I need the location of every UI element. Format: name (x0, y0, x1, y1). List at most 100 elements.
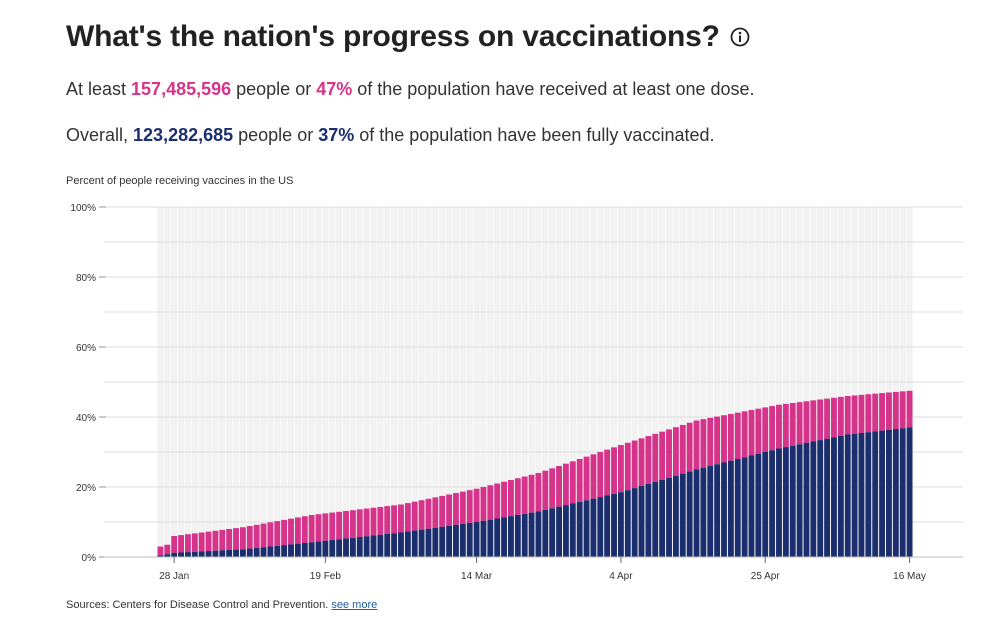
bar-fully-vaccinated (315, 541, 322, 557)
bar-fully-vaccinated (370, 535, 377, 557)
bar-fully-vaccinated (748, 455, 755, 557)
bar-fully-vaccinated (432, 527, 439, 557)
bar-fully-vaccinated (212, 550, 219, 557)
bar-fully-vaccinated (583, 500, 590, 557)
bar-one-dose (562, 463, 569, 506)
bar-one-dose (659, 431, 666, 480)
bar-fully-vaccinated (556, 506, 562, 557)
bar-one-dose (267, 522, 274, 547)
bar-one-dose (349, 510, 356, 538)
bar-one-dose (315, 514, 322, 542)
bar-one-dose (666, 429, 672, 478)
y-tick-label: 20% (76, 483, 96, 494)
fully-percent: 37% (318, 125, 355, 145)
bar-one-dose (714, 416, 721, 465)
bar-fully-vaccinated (734, 459, 741, 557)
bar-fully-vaccinated (260, 547, 267, 557)
bar-fully-vaccinated (569, 503, 576, 557)
bar-fully-vaccinated (782, 447, 789, 557)
bar-fully-vaccinated (645, 483, 652, 557)
bar-fully-vaccinated (466, 522, 473, 557)
bar-one-dose (851, 395, 858, 434)
bar-fully-vaccinated (776, 448, 782, 557)
bar-one-dose (769, 406, 776, 451)
bar-one-dose (274, 521, 281, 546)
bar-fully-vaccinated (473, 522, 480, 557)
bar-fully-vaccinated (521, 513, 528, 557)
bar-fully-vaccinated (528, 512, 535, 557)
bar-fully-vaccinated (796, 444, 803, 557)
bar-fully-vaccinated (879, 430, 886, 557)
bar-one-dose (741, 411, 748, 458)
bar-fully-vaccinated (693, 469, 700, 557)
bar-fully-vaccinated (205, 551, 212, 557)
bar-one-dose (782, 403, 789, 448)
bar-one-dose (281, 519, 288, 546)
bar-one-dose (508, 480, 514, 517)
chart-caption: Percent of people receiving vaccines in … (66, 175, 294, 187)
bar-one-dose (446, 494, 453, 526)
bar-fully-vaccinated (535, 511, 542, 557)
y-tick-label: 40% (76, 413, 96, 424)
bar-one-dose (604, 449, 611, 496)
bar-fully-vaccinated (672, 475, 679, 557)
page-title: What's the nation's progress on vaccinat… (66, 20, 720, 53)
bar-fully-vaccinated (294, 543, 301, 557)
bar-one-dose (336, 511, 343, 540)
info-circle-icon[interactable] (730, 27, 750, 47)
bar-fully-vaccinated (425, 528, 432, 557)
bar-fully-vaccinated (624, 490, 631, 557)
bar-fully-vaccinated (700, 467, 707, 557)
bar-fully-vaccinated (404, 531, 411, 557)
bar-one-dose (824, 398, 831, 439)
bar-fully-vaccinated (308, 542, 315, 557)
bar-one-dose (439, 495, 446, 527)
bar-fully-vaccinated (356, 537, 363, 557)
bar-fully-vaccinated (549, 508, 556, 557)
bar-one-dose (260, 523, 267, 548)
bar-fully-vaccinated (178, 552, 184, 557)
bar-one-dose (233, 528, 239, 550)
bar-fully-vaccinated (459, 523, 466, 557)
bar-one-dose (631, 440, 638, 489)
bar-fully-vaccinated (336, 539, 343, 557)
bar-fully-vaccinated (246, 548, 253, 557)
title-row: What's the nation's progress on vaccinat… (66, 20, 750, 54)
bar-fully-vaccinated (714, 464, 721, 557)
bar-one-dose (521, 476, 528, 514)
bar-one-dose (776, 404, 782, 449)
bar-one-dose (432, 497, 439, 528)
bar-fully-vaccinated (542, 509, 549, 557)
bar-fully-vaccinated (886, 429, 892, 557)
bar-one-dose (171, 536, 178, 553)
bar-one-dose (164, 544, 171, 555)
bar-one-dose (178, 535, 184, 553)
bar-fully-vaccinated (611, 493, 617, 557)
bar-one-dose (404, 503, 411, 532)
bar-one-dose (473, 488, 480, 522)
bar-one-dose (501, 481, 508, 518)
bar-one-dose (343, 510, 349, 539)
bar-fully-vaccinated (803, 442, 810, 557)
one-dose-percent: 47% (316, 79, 353, 99)
bar-fully-vaccinated (659, 479, 666, 557)
bar-one-dose (453, 493, 459, 525)
bar-one-dose (356, 509, 363, 538)
bar-fully-vaccinated (487, 519, 494, 557)
bar-fully-vaccinated (198, 551, 205, 557)
vaccination-chart: 0% 20% 40% 60% 80% 100% 28 Jan 19 Feb 14 Mar 4 Ap… (70, 203, 963, 582)
see-more-link[interactable]: see more (331, 599, 378, 611)
bar-one-dose (727, 413, 734, 461)
bar-one-dose (198, 532, 205, 552)
bar-fully-vaccinated (480, 520, 487, 557)
bar-one-dose (246, 526, 253, 549)
bar-one-dose (391, 505, 398, 534)
x-tick-label: 19 Feb (310, 571, 342, 582)
bar-fully-vaccinated (446, 525, 453, 557)
bar-one-dose (556, 466, 562, 507)
bar-fully-vaccinated (590, 498, 597, 557)
bar-one-dose (721, 415, 727, 463)
bar-one-dose (398, 504, 404, 533)
y-tick-label: 60% (76, 343, 96, 354)
bar-one-dose (831, 397, 837, 438)
